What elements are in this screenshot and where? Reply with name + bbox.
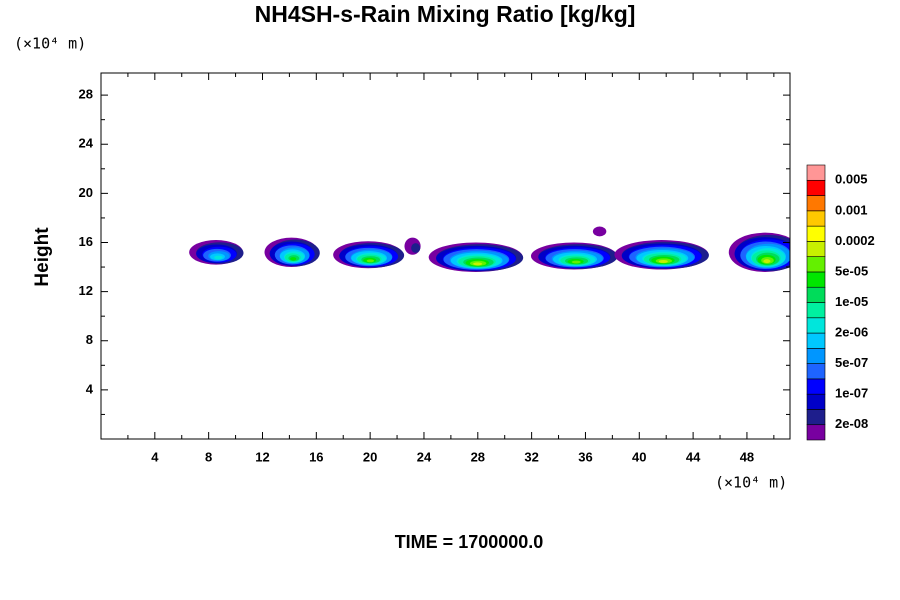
- colorbar-box: [806, 241, 826, 257]
- colorbar-label: 1e-05: [835, 294, 868, 309]
- colorbar-box: [806, 179, 826, 196]
- plot-frame: [100, 72, 791, 440]
- colorbar-label: 0.005: [835, 172, 868, 187]
- x-unit: (×10⁴ m): [715, 474, 787, 492]
- colorbar-box: [806, 348, 826, 364]
- x-tick-label: 12: [255, 449, 269, 464]
- y-tick-label: 12: [79, 283, 93, 298]
- colorbar-box: [806, 424, 826, 441]
- colorbar-label: 2e-08: [835, 416, 868, 431]
- colorbar-label: 0.001: [835, 202, 868, 217]
- colorbar-box: [806, 210, 826, 227]
- x-tick-label: 48: [740, 449, 754, 464]
- colorbar-label: 5e-05: [835, 263, 868, 278]
- colorbar-box: [806, 271, 826, 288]
- colorbar-box: [806, 393, 826, 410]
- colorbar-box: [806, 286, 826, 303]
- contour-level: [366, 259, 375, 263]
- y-tick-label: 4: [86, 381, 94, 396]
- colorbar-box: [806, 409, 826, 426]
- y-tick-label: 16: [79, 234, 93, 249]
- x-tick-label: 44: [686, 449, 701, 464]
- contour-level: [290, 257, 297, 261]
- colorbar-box: [806, 317, 826, 334]
- contour-level: [571, 260, 581, 264]
- contour-level: [214, 255, 223, 260]
- y-axis-label: Height: [32, 227, 53, 287]
- x-tick-label: 40: [632, 449, 646, 464]
- contour-level: [592, 226, 607, 237]
- y-tick-label: 24: [79, 136, 94, 151]
- y-tick-label: 28: [79, 87, 93, 102]
- x-tick-label: 16: [309, 449, 323, 464]
- colorbar-box: [806, 332, 826, 349]
- field: [189, 226, 790, 272]
- colorbar-box: [806, 378, 826, 395]
- x-tick-label: 36: [578, 449, 592, 464]
- x-tick-label: 24: [417, 449, 432, 464]
- x-tick-label: 28: [471, 449, 485, 464]
- y-tick-label: 8: [86, 332, 93, 347]
- chart-title: NH4SH-s-Rain Mixing Ratio [kg/kg]: [255, 1, 636, 27]
- footer: TIME = 1700000.0: [395, 532, 544, 552]
- contour-level: [472, 262, 483, 266]
- colorbar-label: 5e-07: [835, 355, 868, 370]
- colorbar-box: [806, 225, 826, 242]
- contour-level: [411, 243, 421, 253]
- x-tick-label: 8: [205, 449, 212, 464]
- colorbar-box: [806, 302, 826, 319]
- colorbar-label: 2e-06: [835, 324, 868, 339]
- colorbar-label: 0.0002: [835, 233, 875, 248]
- contour-level: [658, 259, 668, 263]
- colorbar-box: [806, 164, 826, 181]
- y-tick-label: 20: [79, 185, 93, 200]
- x-tick-label: 20: [363, 449, 377, 464]
- contour-level: [763, 259, 771, 264]
- x-tick-label: 32: [524, 449, 538, 464]
- colorbar-box: [806, 195, 826, 212]
- colorbar-box: [806, 256, 826, 273]
- colorbar-box: [806, 363, 826, 380]
- x-tick-label: 4: [151, 449, 159, 464]
- colorbar-label: 1e-07: [835, 386, 868, 401]
- y-unit: (×10⁴ m): [14, 35, 86, 53]
